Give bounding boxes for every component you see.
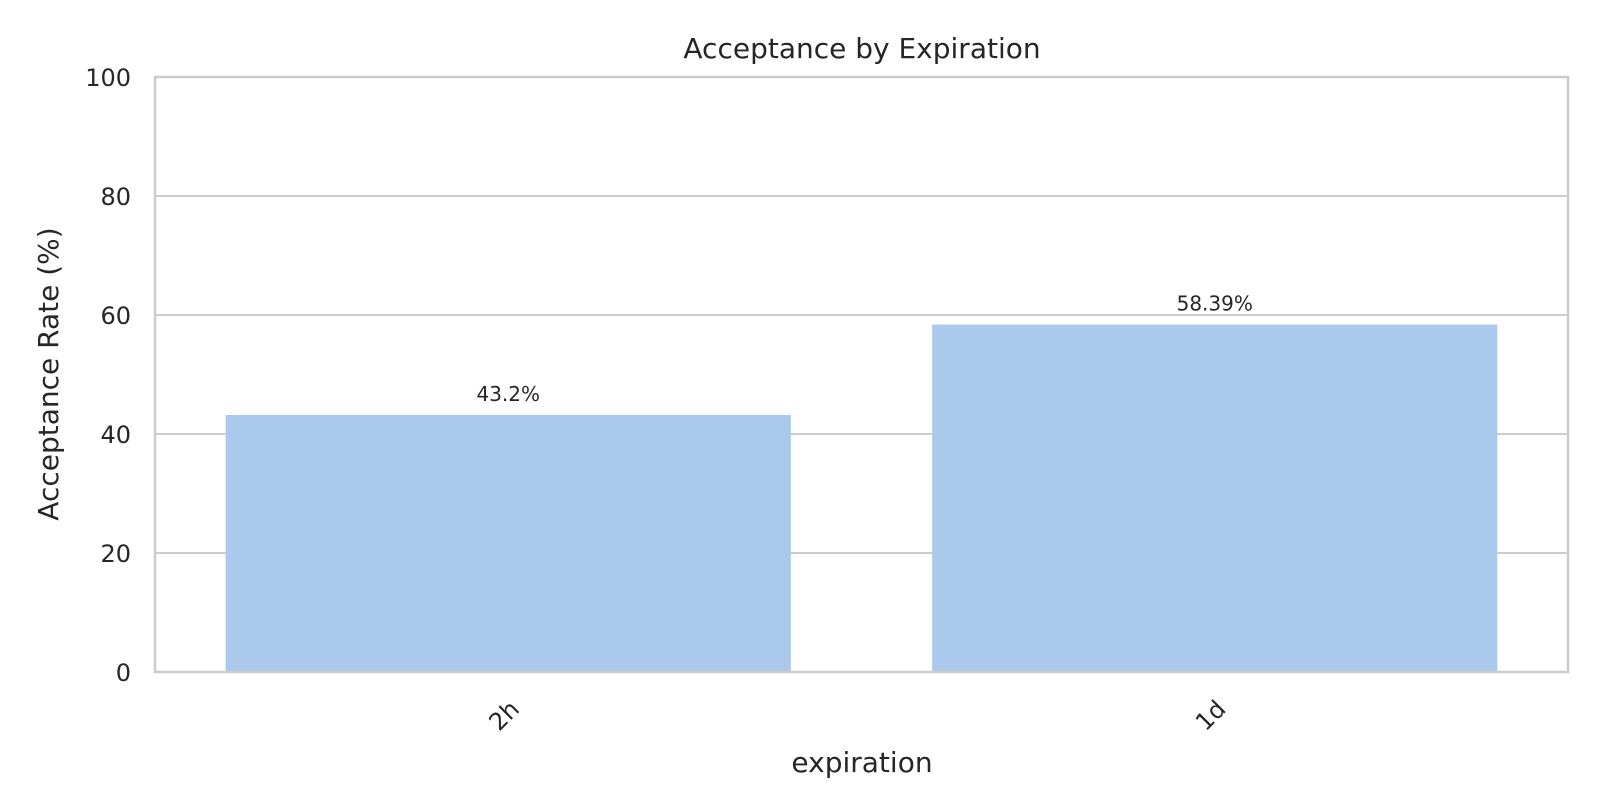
y-axis-ticks: 0 20 40 60 80 100	[85, 64, 131, 687]
y-tick-label: 20	[100, 540, 131, 568]
chart-title: Acceptance by Expiration	[683, 32, 1040, 65]
y-axis-label: Acceptance Rate (%)	[32, 227, 65, 520]
plot-frame	[153, 75, 1570, 674]
y-tick-label: 0	[116, 659, 131, 687]
y-tick-label: 80	[100, 183, 131, 211]
data-labels: 43.2% 58.39%	[476, 292, 1252, 406]
bar-value-label: 58.39%	[1177, 292, 1253, 316]
bar-value-label: 43.2%	[476, 382, 540, 406]
y-tick-label: 100	[85, 64, 131, 92]
y-tick-label: 40	[100, 421, 131, 449]
bars	[225, 324, 1498, 672]
y-tick-label: 60	[100, 302, 131, 330]
bar	[225, 414, 791, 672]
bar	[932, 324, 1498, 672]
x-axis-label: expiration	[791, 746, 932, 779]
